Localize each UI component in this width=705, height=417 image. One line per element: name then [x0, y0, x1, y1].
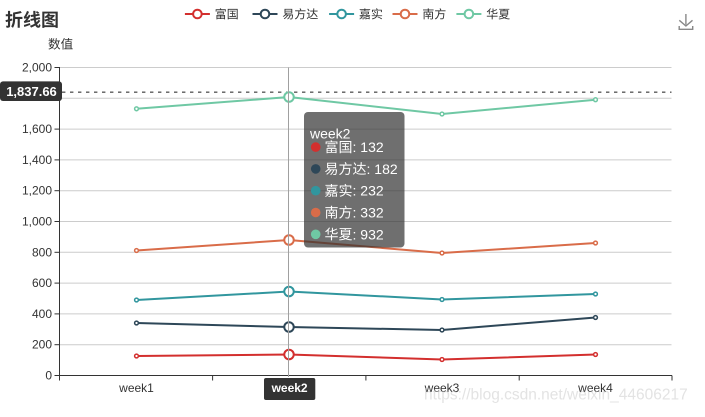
- svg-text:1,200: 1,200: [22, 184, 52, 198]
- svg-text:0: 0: [45, 369, 52, 383]
- svg-text:: 132: : 132: [353, 139, 384, 155]
- svg-text:week3: week3: [424, 381, 460, 395]
- svg-text:: 332: : 332: [353, 205, 384, 221]
- svg-text:400: 400: [32, 307, 52, 321]
- svg-text:: 232: : 232: [353, 183, 384, 199]
- svg-text:1,837.66: 1,837.66: [6, 84, 57, 99]
- svg-text:week2: week2: [271, 381, 308, 395]
- svg-text:800: 800: [32, 245, 52, 259]
- svg-text:1,000: 1,000: [22, 215, 52, 229]
- svg-text:: 932: : 932: [353, 226, 384, 242]
- svg-text:https://blog.csdn.net/weixin_4: https://blog.csdn.net/weixin_44606217: [424, 387, 688, 404]
- svg-text:week1: week1: [118, 381, 154, 395]
- svg-text:600: 600: [32, 276, 52, 290]
- svg-text:week4: week4: [577, 381, 613, 395]
- svg-text:200: 200: [32, 338, 52, 352]
- svg-text:: 182: : 182: [367, 161, 398, 177]
- svg-text:1,600: 1,600: [22, 122, 52, 136]
- svg-text:week2: week2: [309, 125, 351, 141]
- svg-text:2,000: 2,000: [22, 61, 52, 75]
- svg-text:1,400: 1,400: [22, 153, 52, 167]
